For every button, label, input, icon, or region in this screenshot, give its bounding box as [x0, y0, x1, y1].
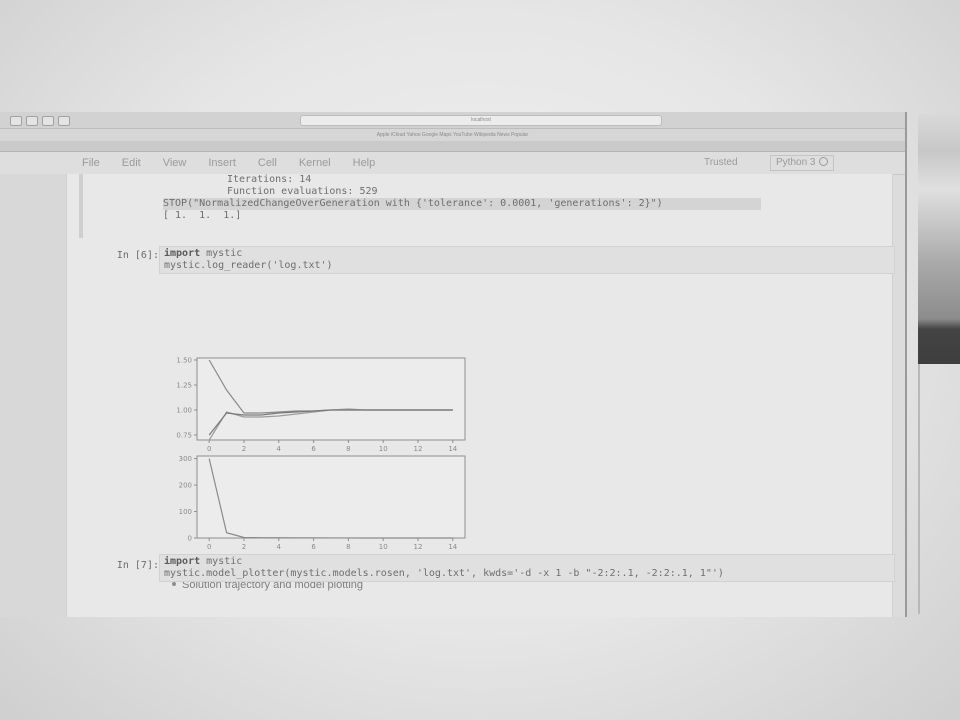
cell6-line2: mystic.log_reader('log.txt'): [164, 260, 333, 271]
y-tick-label: 300: [179, 455, 192, 463]
bullet-text: Solution trajectory and model plotting: [182, 579, 363, 591]
series-line: [208, 409, 453, 436]
x-tick-label: 0: [207, 543, 211, 551]
cost-chart: 0 2 4 6 8 10 12 14 0 100 200 300: [179, 455, 466, 551]
y-tick-label: 1.00: [176, 407, 192, 415]
browser-titlebar: localhost: [0, 112, 905, 129]
x-tick-label: 14: [448, 543, 457, 551]
keyword-import: import: [164, 248, 201, 259]
menu-view[interactable]: View: [162, 157, 187, 169]
kernel-status-icon: [819, 157, 829, 166]
menu-help[interactable]: Help: [352, 157, 376, 169]
x-tick-label: 14: [448, 445, 457, 453]
trajectory-chart: 0 2 4 6 8 10 12 14 0.75 1.00 1.25 1.50: [176, 357, 466, 453]
url-bar[interactable]: localhost: [300, 115, 662, 126]
x-tick-label: 10: [379, 445, 388, 453]
x-tick-label: 4: [277, 445, 282, 453]
background-window-edge: [918, 364, 920, 614]
x-tick-label: 0: [207, 445, 211, 453]
cell7-line1: import mystic: [164, 556, 890, 568]
menu-cell[interactable]: Cell: [257, 157, 277, 169]
x-tick-label: 6: [311, 445, 316, 453]
x-tick-label: 12: [414, 543, 423, 551]
output-result: [ 1. 1. 1.]: [163, 210, 242, 221]
kernel-name: Python 3: [776, 157, 816, 168]
bookmarks-bar[interactable]: Apple iCloud Yahoo Google Maps YouTube W…: [0, 129, 905, 141]
x-tick-label: 2: [242, 445, 246, 453]
sidebar-button[interactable]: [42, 116, 54, 126]
y-tick-label: 0.75: [176, 432, 192, 440]
nav-back-button[interactable]: [10, 116, 22, 126]
series-line: [208, 458, 453, 539]
menu-file[interactable]: File: [82, 157, 100, 169]
y-tick-label: 0: [188, 535, 192, 543]
tab-strip[interactable]: [0, 141, 905, 152]
window-controls: [10, 116, 70, 126]
x-tick-label: 4: [277, 543, 282, 551]
x-tick-label: 8: [346, 543, 350, 551]
output-evaluations: Function evaluations: 529: [227, 186, 378, 197]
cell6-prompt: In [6]:: [116, 250, 159, 261]
code-text: mystic: [200, 556, 243, 567]
menu-list: File Edit View Insert Cell Kernel Help: [82, 157, 375, 169]
x-tick-label: 2: [242, 543, 246, 551]
y-tick-label: 1.25: [176, 382, 192, 390]
menu-kernel[interactable]: Kernel: [298, 157, 331, 169]
notebook-container: Iterations: 14 Function evaluations: 529…: [66, 174, 895, 617]
menu-insert[interactable]: Insert: [208, 157, 236, 169]
menu-edit[interactable]: Edit: [121, 157, 141, 169]
keyword-import: import: [164, 556, 201, 567]
trusted-indicator[interactable]: Trusted: [704, 157, 738, 168]
cell7-input[interactable]: import mystic mystic.model_plotter(mysti…: [159, 554, 895, 582]
x-tick-label: 10: [379, 543, 388, 551]
cell6-line1: import mystic: [164, 248, 890, 260]
cell7-prompt: In [7]:: [116, 560, 159, 571]
previous-output: Iterations: 14 Function evaluations: 529…: [163, 174, 883, 222]
code-text: mystic: [200, 248, 243, 259]
share-button[interactable]: [58, 116, 70, 126]
nav-forward-button[interactable]: [26, 116, 38, 126]
cell7-line2: mystic.model_plotter(mystic.models.rosen…: [164, 568, 724, 579]
x-tick-label: 12: [414, 445, 423, 453]
background-window: [918, 114, 960, 364]
bullet-dot: [172, 582, 176, 586]
plot-frame: [196, 455, 466, 539]
page-margin: [0, 174, 66, 617]
x-tick-label: 8: [346, 445, 350, 453]
notebook-menubar: File Edit View Insert Cell Kernel Help T…: [0, 152, 905, 175]
log-reader-plot: 0 2 4 6 8 10 12 140.751.001.251.50 0 2 4 6 8 10 12 140…: [176, 357, 466, 551]
browser-window: localhost Apple iCloud Yahoo Google Maps…: [0, 112, 907, 617]
y-tick-label: 200: [179, 482, 192, 490]
y-tick-label: 100: [179, 508, 192, 516]
plot-frame: [196, 357, 466, 441]
cell-selection-bar: [79, 174, 83, 238]
output-stop: STOP("NormalizedChangeOverGeneration wit…: [163, 198, 761, 210]
cell6-input[interactable]: import mystic mystic.log_reader('log.txt…: [159, 246, 895, 274]
output-iterations: Iterations: 14: [227, 174, 312, 185]
x-tick-label: 6: [311, 543, 316, 551]
markdown-bullet: Solution trajectory and model plotting: [172, 579, 363, 591]
y-tick-label: 1.50: [176, 357, 192, 365]
kernel-indicator[interactable]: Python 3: [770, 155, 835, 171]
